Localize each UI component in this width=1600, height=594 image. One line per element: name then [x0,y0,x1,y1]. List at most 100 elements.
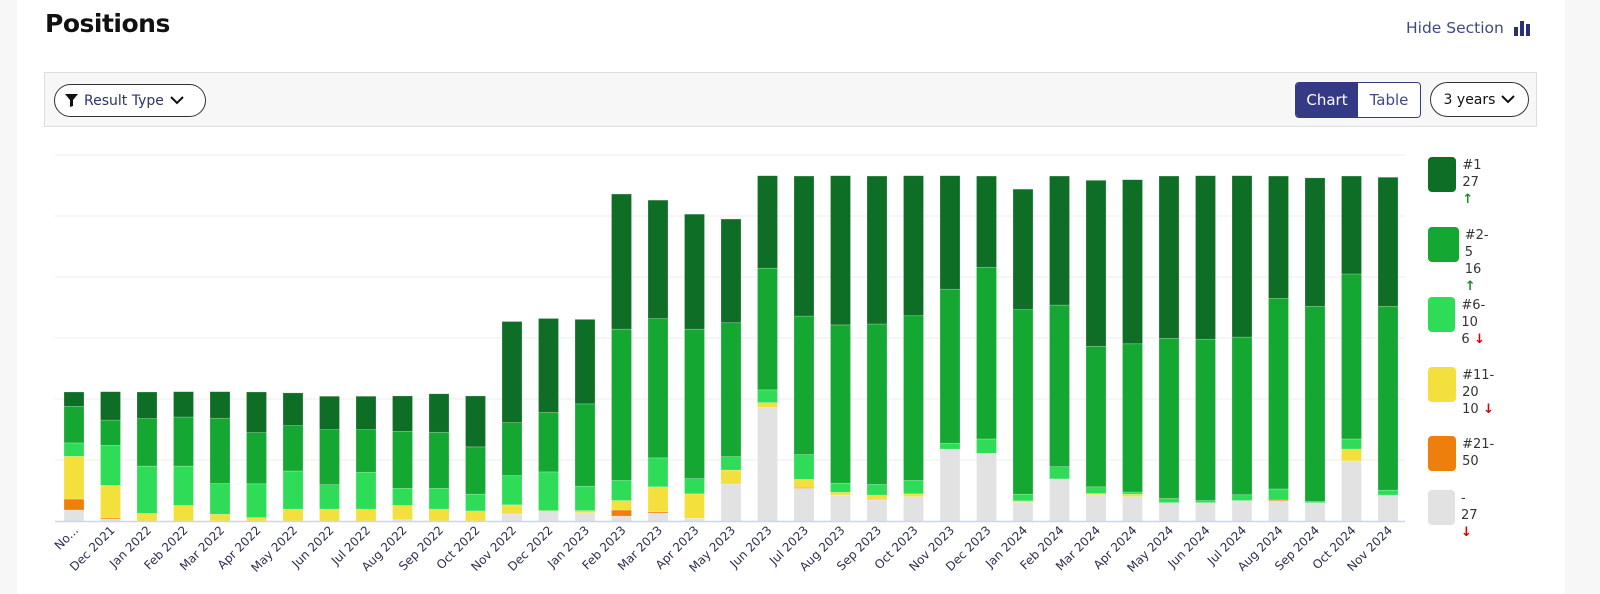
bar-segment-6-10 [1268,488,1289,501]
bar-segment-11-20 [1341,448,1362,462]
bar-segment-1 [903,175,924,317]
bar-segment-2-5 [647,318,669,459]
bar-segment-6-10 [355,471,377,510]
bar-segment-1 [63,391,85,407]
period-select[interactable]: 3 years [1430,82,1529,117]
bar-segment-1 [282,392,304,426]
tab-chart[interactable]: Chart [1296,83,1358,117]
legend-item[interactable]: #2-5 16 ↑ [1428,227,1493,295]
period-label: 3 years [1443,91,1496,108]
bar-segment-none [1122,496,1143,522]
bar-segment-6-10 [1304,501,1326,504]
bar-segment-1 [319,395,340,430]
bar-segment-11-20 [319,508,340,522]
bar-chart-icon [1513,20,1530,36]
bar-segment-none [611,515,632,522]
bar-segment-none [1049,478,1070,522]
bar-segment-2-5 [1377,305,1399,491]
bar-segment-2-5 [246,432,267,485]
bar-segment-1 [1012,188,1034,310]
legend-item[interactable]: #21-50 [1428,436,1501,471]
bar-segment-1 [209,391,231,419]
legend-count: 27 [1460,508,1478,523]
tab-table[interactable]: Table [1358,83,1420,117]
bar-segment-11-20 [830,492,851,496]
legend-value: 10 ↓ [1462,401,1501,418]
result-type-filter[interactable]: Result Type [54,84,206,117]
bar-segment-1 [428,393,450,433]
bar-segment-11-20 [647,486,669,513]
legend-count: 27 [1462,175,1479,190]
bar-segment-1 [757,175,778,269]
bar-segment-6-10 [684,478,705,495]
legend-label: #6-10 [1461,298,1486,330]
bar-segment-2-5 [1268,298,1289,490]
legend-item[interactable]: #11-20 10 ↓ [1428,367,1501,418]
bar-segment-none [574,512,596,522]
chevron-down-icon [170,96,184,105]
bar-segment-6-10 [209,483,231,515]
bar-segment-6-10 [63,442,85,457]
legend-text: #21-50 [1462,436,1501,471]
legend-swatch [1428,227,1459,262]
bar-segment-6-10 [1012,493,1034,502]
bar-segment-2-5 [538,412,559,473]
bar-segment-2-5 [866,323,888,485]
bar-segment-6-10 [538,471,559,511]
bar-segment-none [63,509,85,522]
bar-segment-2-5 [1304,305,1326,502]
bar-segment-11-20 [757,402,778,408]
bar-segment-2-5 [611,328,632,481]
bar-segment-6-10 [720,456,742,471]
bar-segment-2-5 [63,406,85,444]
bar-segment-1 [720,218,742,324]
bar-segment-1 [355,395,377,430]
bar-segment-11-20 [903,493,924,497]
legend-label: #1 [1462,158,1482,173]
bar-segment-6-10 [1085,486,1107,494]
bar-segment-none [866,499,888,522]
bar-segment-1 [1377,176,1399,307]
hide-section-label: Hide Section [1406,19,1504,37]
bar-segment-6-10 [465,493,486,512]
bar-segment-6-10 [611,480,632,501]
hide-section-link[interactable]: Hide Section [1406,19,1530,37]
bar-segment-none [647,512,669,522]
bar-segment-1 [173,391,194,418]
bar-segment-11-20 [392,505,413,521]
bar-segment-none [757,406,778,522]
bar-segment-6-10 [976,438,997,454]
bar-segment-1 [976,175,997,268]
arrow-down-icon: ↓ [1460,525,1472,540]
bar-segment-1 [1304,177,1326,307]
bar-segment-2-5 [319,429,340,486]
legend-item[interactable]: #6-10 6 ↓ [1428,297,1493,348]
bar-segment-6-10 [319,484,340,510]
bar-segment-1 [100,391,121,421]
bar-segment-21-50 [611,509,632,517]
chevron-down-icon [1501,95,1516,104]
legend-item[interactable]: #1 27 ↑ [1428,157,1488,208]
bar-segment-11-20 [501,504,523,515]
bar-segment-1 [392,395,413,432]
page-title: Positions [45,9,170,38]
bar-segment-6-10 [136,465,158,514]
bar-segment-2-5 [136,418,158,467]
bar-segment-none [1377,494,1399,522]
legend-label: #21-50 [1462,437,1495,469]
bar-segment-1 [1158,175,1180,339]
bar-segment-2-5 [793,315,815,455]
bar-segment-1 [684,213,705,330]
filter-icon [65,94,78,107]
bar-segment-6-10 [1158,498,1180,503]
legend-item[interactable]: -27 ↓ [1428,490,1486,541]
arrow-down-icon: ↓ [1469,332,1486,347]
bar-segment-2-5 [939,288,961,444]
bar-segment-1 [574,319,596,405]
bar-segment-2-5 [1085,345,1107,488]
legend-text: #11-20 10 ↓ [1462,367,1501,418]
bar-segment-none [720,483,742,522]
bar-segment-6-10 [1195,500,1216,504]
result-type-label: Result Type [84,92,164,109]
legend-swatch [1428,436,1457,471]
